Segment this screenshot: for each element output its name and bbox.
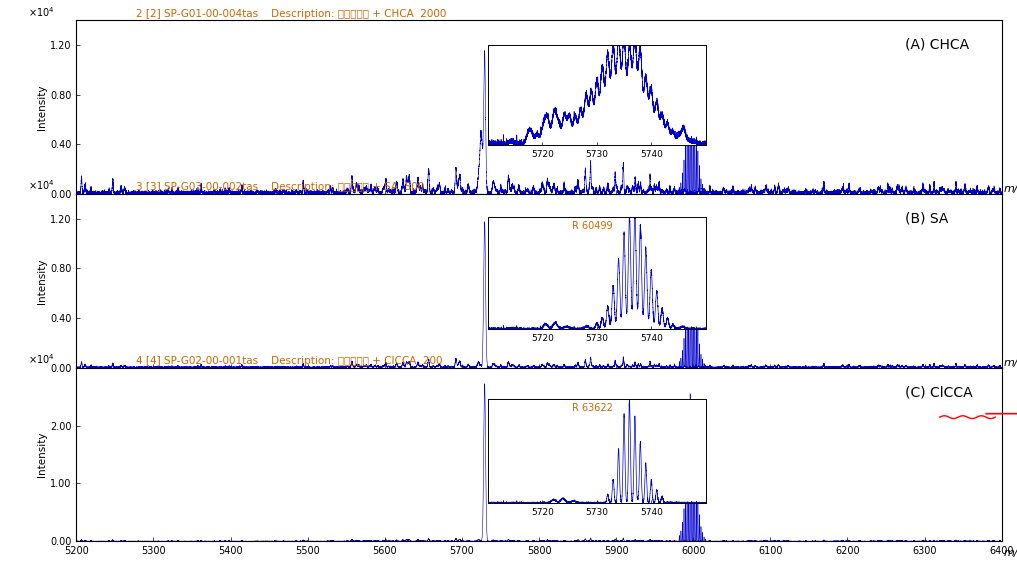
Text: m/z: m/z [1004,548,1017,558]
Text: $\times10^4$: $\times10^4$ [28,178,55,192]
Text: (B) SA: (B) SA [904,211,948,225]
Y-axis label: Intensity: Intensity [38,258,47,303]
Text: $\times10^4$: $\times10^4$ [28,5,55,19]
Text: m/z: m/z [1004,358,1017,368]
Text: (A) CHCA: (A) CHCA [904,38,969,52]
Y-axis label: Intensity: Intensity [38,85,47,130]
Text: m/z: m/z [1004,184,1017,194]
Y-axis label: Intensity: Intensity [38,432,47,477]
Text: 3 [3] SP-G03-00-002tas    Description: インスリン + SA  500: 3 [3] SP-G03-00-002tas Description: インスリ… [136,182,425,192]
Text: 4 [4] SP-G02-00-001tas    Description: インスリン + ClCCA  200: 4 [4] SP-G02-00-001tas Description: インスリ… [136,356,443,366]
Text: (C) ClCCA: (C) ClCCA [904,385,972,399]
Text: $\times10^4$: $\times10^4$ [28,352,55,366]
Text: 2 [2] SP-G01-00-004tas    Description: インスリン + CHCA  2000: 2 [2] SP-G01-00-004tas Description: インスリ… [136,9,446,19]
